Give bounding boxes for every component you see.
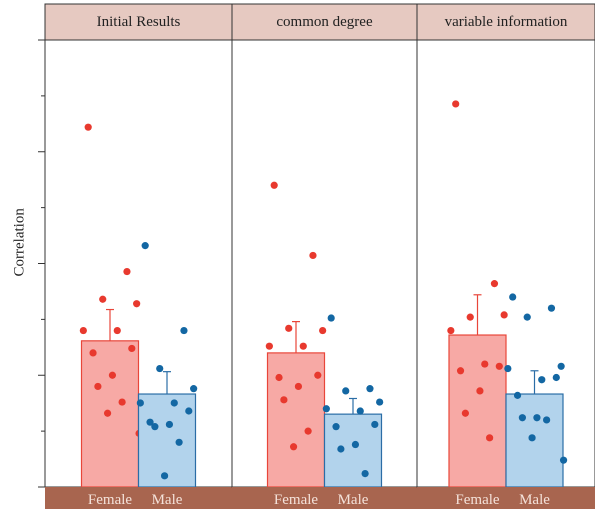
data-point-male <box>533 414 541 422</box>
data-point-male <box>146 418 154 426</box>
data-point-female <box>456 367 465 375</box>
data-point-female <box>447 326 455 335</box>
y-axis-label: Correlation <box>11 208 28 277</box>
data-point-male <box>538 376 546 384</box>
data-point-female <box>265 342 273 350</box>
data-point-male <box>559 456 568 464</box>
data-point-male <box>190 385 198 393</box>
data-point-female <box>490 280 499 288</box>
data-point-female <box>299 342 307 350</box>
data-point-male <box>504 364 512 373</box>
data-point-female <box>294 382 303 391</box>
data-point-female <box>128 344 136 353</box>
data-point-male <box>170 399 178 407</box>
data-point-female <box>84 123 92 131</box>
data-point-female <box>486 434 494 442</box>
panel-strip <box>416 3 595 41</box>
data-point-male <box>156 364 164 373</box>
data-point-female <box>89 349 97 357</box>
data-point-male <box>342 387 350 395</box>
data-point-male <box>351 440 360 449</box>
panel-base <box>45 487 232 509</box>
data-point-male <box>151 423 159 431</box>
data-point-female <box>304 427 312 435</box>
x-tick-label: Female <box>88 492 132 508</box>
bar-male <box>505 393 564 488</box>
data-point-male <box>376 398 384 406</box>
data-point-female <box>309 251 317 260</box>
data-point-male <box>322 405 330 413</box>
data-point-male <box>366 385 374 393</box>
data-point-female <box>275 373 283 382</box>
data-point-female <box>466 313 474 321</box>
data-point-male <box>165 420 174 429</box>
x-tick-label: Female <box>455 492 499 508</box>
data-point-female <box>103 409 112 417</box>
panel-title: Initial Results <box>97 14 181 30</box>
data-point-male <box>513 391 522 399</box>
data-point-male <box>141 242 149 250</box>
panel-base <box>232 487 417 509</box>
data-point-male <box>552 373 560 382</box>
data-point-female <box>461 409 469 417</box>
data-point-male <box>180 326 188 335</box>
panel-strip <box>231 3 418 41</box>
data-point-male <box>337 445 345 453</box>
data-point-female <box>118 398 126 406</box>
data-point-female <box>113 326 121 335</box>
data-point-male <box>185 407 193 415</box>
data-point-male <box>371 420 379 429</box>
data-point-male <box>356 407 364 415</box>
data-point-female <box>495 362 503 370</box>
data-point-male <box>136 399 144 407</box>
data-point-male <box>361 469 369 478</box>
data-point-female <box>94 382 102 391</box>
x-tick-label: Male <box>338 492 369 508</box>
data-point-female <box>270 181 278 189</box>
x-tick-label: Female <box>274 492 318 508</box>
x-tick-label: Male <box>152 492 183 508</box>
data-point-female <box>123 267 131 276</box>
data-point-female <box>289 443 298 451</box>
data-point-female <box>99 295 107 303</box>
bar-female <box>448 334 507 488</box>
data-point-male <box>175 438 183 446</box>
data-point-male <box>327 314 335 322</box>
data-point-female <box>481 360 489 368</box>
data-point-male <box>509 293 517 301</box>
x-tick-label: Male <box>519 492 550 508</box>
data-point-male <box>160 472 169 480</box>
data-point-female <box>314 371 322 379</box>
panel-title: variable information <box>445 14 568 30</box>
data-point-male <box>547 304 556 312</box>
data-point-female <box>319 326 327 335</box>
data-point-female <box>108 371 117 379</box>
data-point-female <box>280 396 288 404</box>
data-point-female <box>133 300 141 308</box>
data-point-male <box>557 362 565 370</box>
data-point-female <box>79 326 87 335</box>
data-point-male <box>523 313 531 321</box>
data-point-female <box>285 324 293 332</box>
data-point-male <box>528 434 536 442</box>
panel-base <box>417 487 595 509</box>
data-point-female <box>476 387 484 395</box>
data-point-male <box>543 416 551 424</box>
data-point-female <box>500 311 508 319</box>
panel-title: common degree <box>276 14 373 30</box>
data-point-male <box>518 414 526 422</box>
data-point-male <box>332 423 340 431</box>
data-point-female <box>452 100 460 108</box>
